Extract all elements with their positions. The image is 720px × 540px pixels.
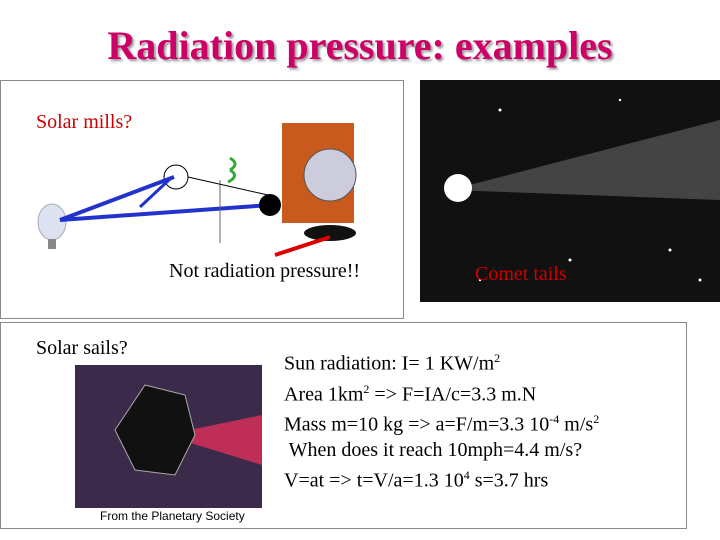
red-arrow (274, 235, 331, 257)
ray (59, 175, 175, 222)
superscript: 2 (494, 351, 501, 365)
text: Area 1km (284, 383, 364, 406)
comet-head (444, 174, 472, 202)
mills-note: Not radiation pressure!! (169, 260, 361, 282)
rotation-arrow (227, 156, 237, 184)
mill-circle (163, 164, 189, 190)
text: Sun radiation: I= 1 KW/m (284, 352, 495, 375)
text: Mass m=10 kg => a=F/m=3.3 10 (284, 413, 550, 436)
slide-title: Radiation pressure: examples (107, 23, 613, 68)
bulb (37, 203, 67, 241)
text: When does it reach 10mph=4.4 m/s? (284, 438, 583, 461)
text: => F=IA/c=3.3 m.N (369, 383, 537, 406)
calc-line: When does it reach 10mph=4.4 m/s? (284, 438, 599, 463)
superscript: 2 (593, 412, 600, 427)
comet-label: Comet tails (475, 263, 567, 285)
vane-line (187, 176, 269, 196)
calc-line: Sun radiation: I= 1 KW/m2 (284, 346, 599, 377)
text: V=at => t=V/a=1.3 10 (284, 469, 464, 492)
text: m/s (559, 413, 594, 436)
sails-label: Solar sails? (36, 337, 128, 359)
bulb-base (48, 239, 56, 249)
mill-base (304, 225, 356, 241)
mills-panel (0, 80, 404, 319)
mills-illustration (37, 123, 357, 257)
calc-line: V=at => t=V/a=1.3 104 s=3.7 hrs (284, 463, 599, 494)
comet-tail (450, 120, 720, 200)
mills-label: Solar mills? (36, 111, 133, 133)
calc-line: Area 1km2 => F=IA/c=3.3 m.N (284, 377, 599, 408)
sail (114, 384, 196, 476)
arrow (138, 177, 172, 209)
credit: From the Planetary Society (100, 509, 245, 523)
stars (478, 98, 702, 282)
superscript: 2 (363, 381, 370, 396)
calc-line: Mass m=10 kg => a=F/m=3.3 10-4 m/s2 (284, 407, 599, 438)
sails-panel (0, 322, 687, 529)
ray (59, 203, 271, 222)
laser-beam (165, 415, 262, 465)
mill-bulb (303, 148, 357, 202)
black-vane (259, 194, 281, 216)
comet-image (420, 80, 720, 302)
sail-image (75, 365, 262, 508)
text: s=3.7 hrs (469, 469, 549, 492)
calc-lines: Sun radiation: I= 1 KW/m2 Area 1km2 => F=… (284, 346, 599, 494)
superscript: -4 (549, 412, 560, 427)
superscript: 4 (463, 467, 470, 482)
